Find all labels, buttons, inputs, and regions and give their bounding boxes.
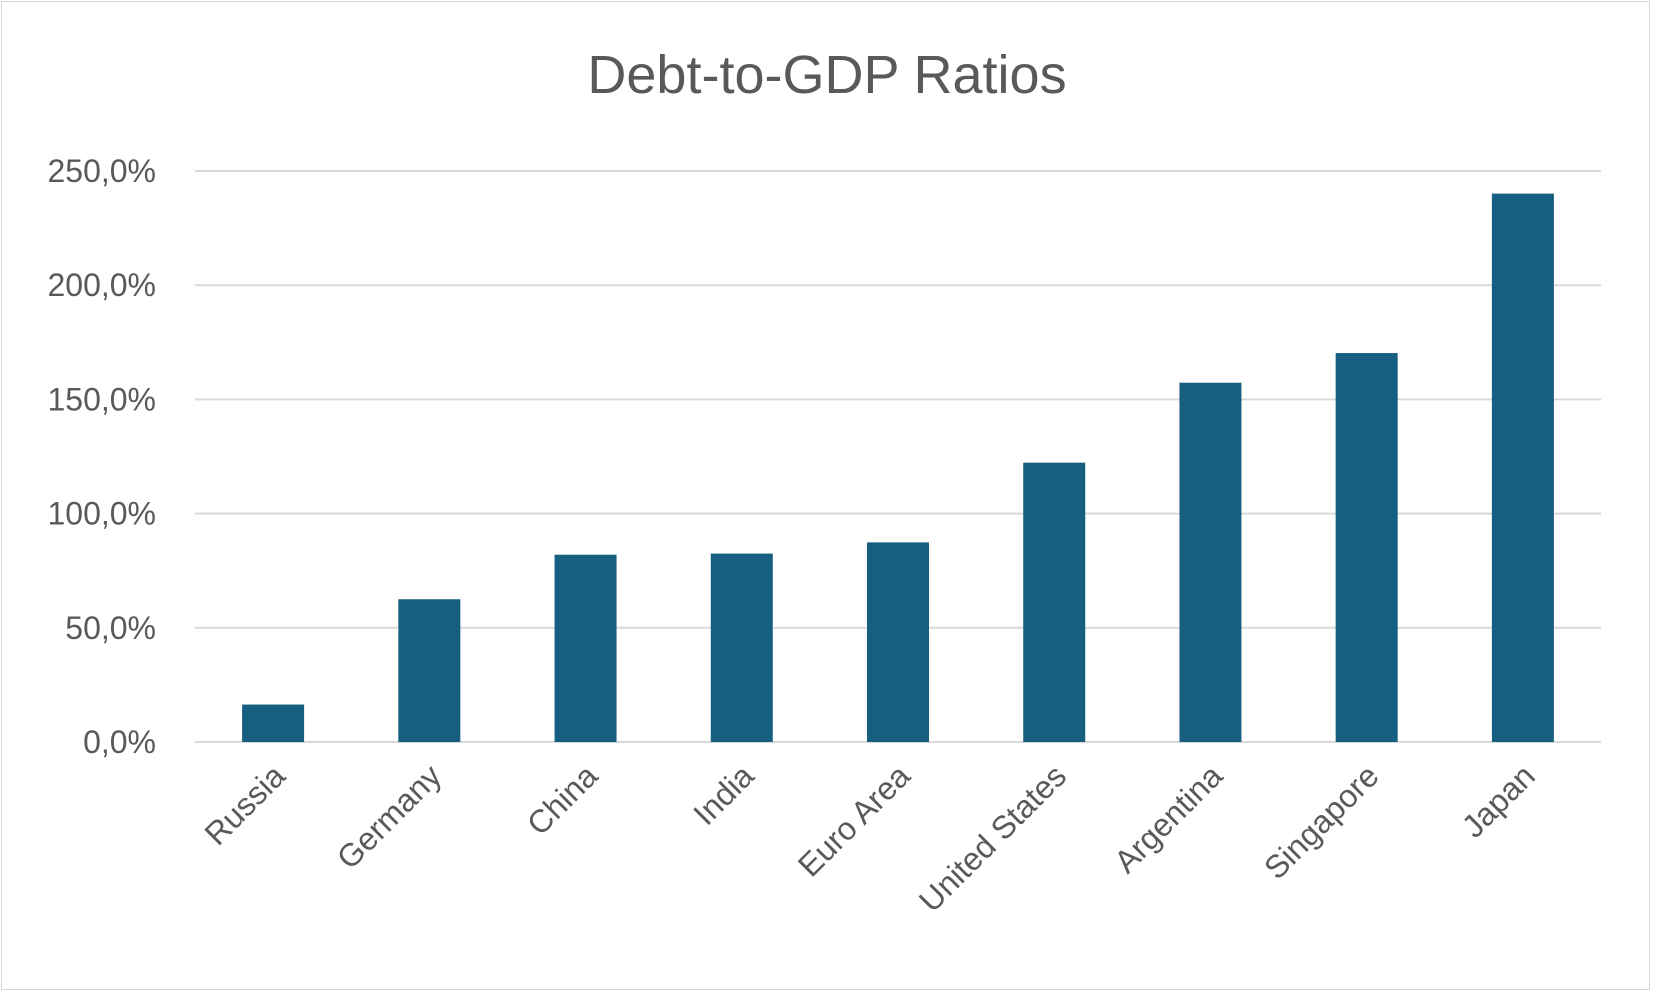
x-category-label: China (520, 757, 605, 842)
x-category-label: Argentina (1107, 757, 1229, 879)
x-category-label: Germany (330, 757, 449, 876)
bar-germany (398, 599, 461, 742)
chart-title: Debt-to-GDP Ratios (587, 45, 1066, 105)
y-tick-label: 0,0% (83, 724, 156, 760)
x-category-label: Euro Area (791, 757, 917, 883)
bars (242, 193, 1554, 743)
y-tick-label: 100,0% (47, 496, 156, 532)
bar-india (710, 553, 773, 742)
y-axis-tick-labels: 0,0% 50,0% 100,0% 150,0% 200,0% 250,0% (47, 153, 156, 760)
bar-singapore (1335, 353, 1398, 742)
y-tick-label: 150,0% (47, 381, 156, 417)
x-category-label: India (686, 757, 761, 832)
x-category-label: Japan (1455, 757, 1542, 844)
y-tick-label: 50,0% (65, 610, 156, 646)
x-category-label: United States (912, 757, 1073, 918)
bar-japan (1491, 193, 1554, 743)
y-tick-label: 250,0% (47, 153, 156, 189)
bar-china (554, 554, 617, 742)
bar-argentina (1179, 382, 1242, 742)
x-category-label: Russia (197, 757, 292, 852)
bar-russia (242, 704, 305, 742)
y-tick-label: 200,0% (47, 267, 156, 303)
x-category-label: Singapore (1257, 757, 1386, 886)
bar-united-states (1023, 462, 1086, 742)
bar-euro-area (867, 542, 929, 742)
